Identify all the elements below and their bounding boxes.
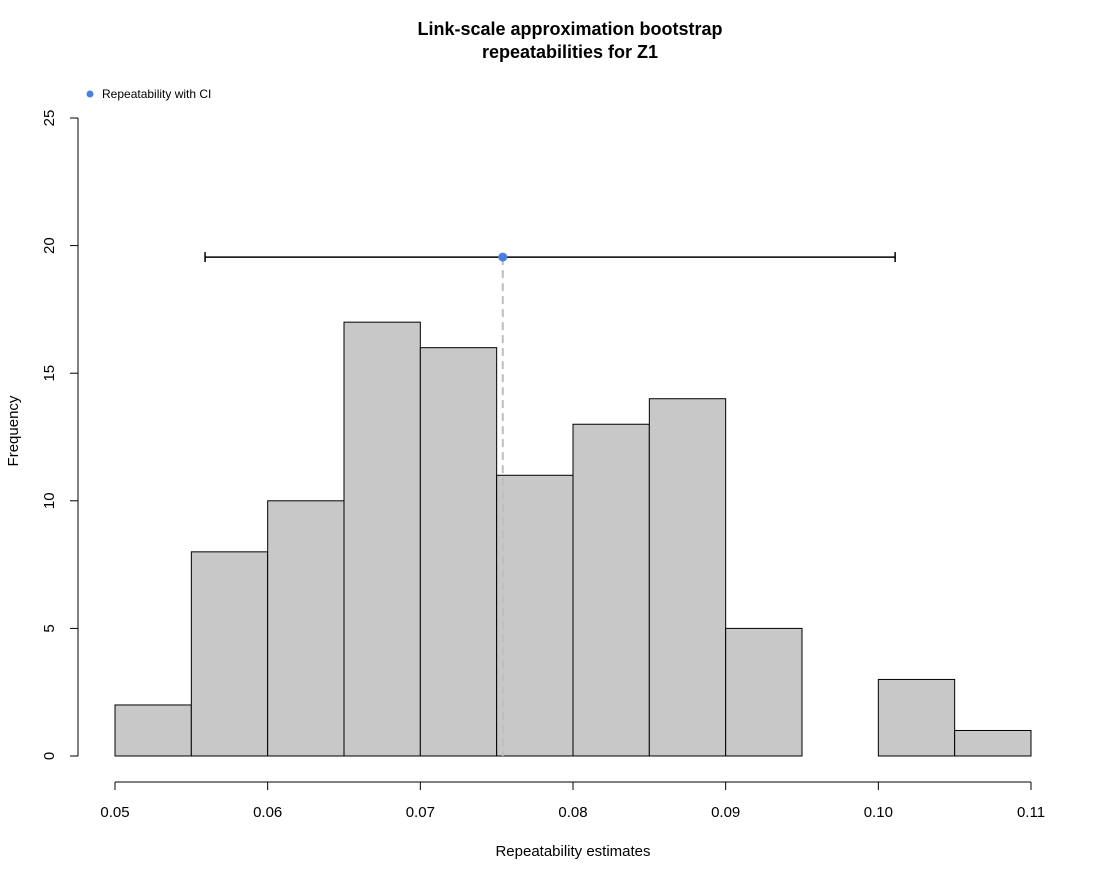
x-tick-label-3: 0.08: [558, 804, 587, 821]
y-tick-label-20: 20: [41, 237, 58, 254]
x-tick-label-4: 0.09: [711, 804, 740, 821]
x-tick-label-1: 0.06: [253, 804, 282, 821]
x-tick-label-2: 0.07: [406, 804, 435, 821]
x-tick-label-5: 0.10: [864, 804, 893, 821]
chart-title-line-2: repeatabilities for Z1: [482, 42, 658, 62]
y-axis-label: Frequency: [5, 395, 22, 466]
y-tick-label-15: 15: [41, 365, 58, 382]
legend: Repeatability with CI: [86, 87, 211, 101]
histogram-bar-8: [648, 398, 727, 757]
histogram-bar-2: [190, 551, 269, 757]
chart-title-line-1: Link-scale approximation bootstrap: [417, 19, 722, 39]
y-axis-ticks: 0 5 10 15 20 25: [41, 110, 78, 760]
histogram-bar-6: [496, 474, 574, 757]
histogram-bar-7: [572, 423, 650, 757]
legend-point-marker: [86, 90, 94, 98]
legend-label: Repeatability with CI: [102, 87, 211, 101]
histogram-bar-9: [725, 627, 803, 757]
y-tick-label-5: 5: [41, 624, 58, 632]
x-axis-ticks: 0.05 0.06 0.07 0.08 0.09 0.10 0.11: [100, 782, 1045, 821]
repeatability-point: [498, 252, 508, 262]
y-tick-label-10: 10: [41, 492, 58, 509]
x-tick-label-0: 0.05: [100, 804, 129, 821]
y-tick-label-25: 25: [41, 110, 58, 127]
x-tick-label-6: 0.11: [1017, 804, 1045, 821]
histogram-bar-1: [114, 704, 192, 757]
histogram-bars: [114, 321, 1032, 757]
histogram-bar-4: [343, 321, 421, 757]
x-axis-label: Repeatability estimates: [495, 843, 650, 860]
histogram-bar-3: [267, 500, 345, 757]
x-axis: 0.05 0.06 0.07 0.08 0.09 0.10 0.11: [100, 781, 1045, 821]
estimate-reference: [204, 252, 896, 756]
histogram-bar-12: [954, 729, 1032, 757]
histogram-bar-5: [419, 347, 498, 757]
y-axis: 0 5 10 15 20 25: [41, 110, 79, 760]
histogram-bar-11: [877, 678, 956, 757]
y-tick-label-0: 0: [41, 752, 58, 760]
